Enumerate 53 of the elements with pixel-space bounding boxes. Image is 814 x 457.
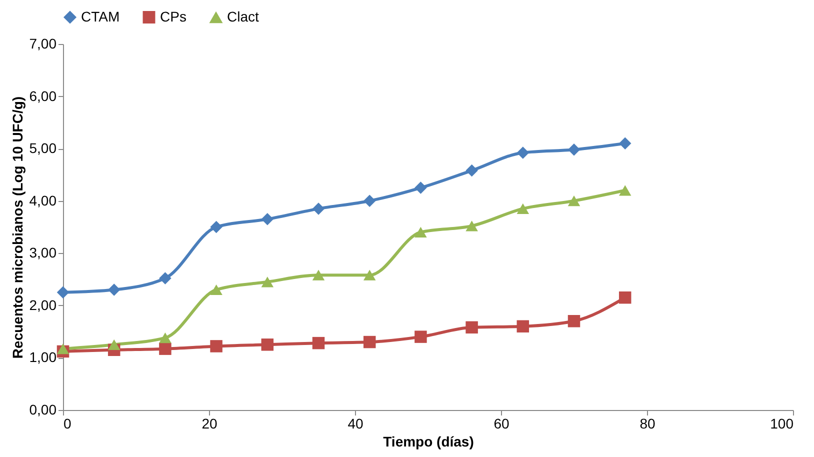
y-axis-title: Recuentos microbianos (Log 10 UFC/g) — [9, 96, 26, 359]
x-tick-label: 80 — [640, 416, 656, 432]
point — [210, 284, 222, 296]
point — [56, 286, 70, 298]
x-tick-label: 60 — [494, 416, 510, 432]
point — [363, 336, 376, 348]
point — [108, 339, 120, 350]
point — [261, 276, 274, 288]
legend-label: CPs — [160, 8, 186, 24]
point — [363, 270, 376, 280]
point — [414, 226, 427, 238]
y-tick-label: 3,00 — [29, 244, 57, 261]
y-tick-label: 5,00 — [29, 140, 57, 156]
point — [618, 185, 632, 196]
y-tick-label: 4,00 — [29, 192, 57, 208]
y-tick-label: 1,00 — [29, 349, 57, 366]
y-tick-label: 2,00 — [29, 296, 57, 313]
point — [568, 143, 580, 156]
point — [159, 332, 172, 344]
point — [466, 321, 478, 334]
point — [159, 342, 172, 355]
x-tick-label: 0 — [64, 416, 72, 432]
x-tick-label: 100 — [770, 416, 794, 432]
point — [516, 203, 530, 214]
point — [466, 164, 478, 177]
point — [516, 146, 530, 159]
y-tick-label: 0,00 — [29, 402, 57, 418]
point — [312, 270, 325, 280]
point — [414, 182, 427, 194]
legend-label: Clact — [227, 8, 260, 25]
legend-label: CTAM — [81, 8, 120, 24]
y-tick-label: 6,00 — [29, 88, 57, 104]
point — [56, 344, 70, 354]
point — [568, 314, 580, 328]
point — [261, 213, 274, 226]
point — [466, 220, 478, 232]
point — [618, 291, 632, 304]
point — [312, 202, 325, 215]
point — [159, 272, 172, 284]
point — [516, 320, 530, 332]
point — [210, 340, 222, 352]
point — [210, 220, 222, 234]
point — [108, 284, 120, 296]
x-tick-label: 40 — [348, 416, 364, 432]
x-tick-label: 20 — [202, 416, 218, 432]
point — [568, 196, 580, 206]
point — [618, 137, 632, 150]
point — [261, 338, 274, 351]
y-tick-label: 7,00 — [29, 36, 57, 52]
point — [363, 194, 376, 207]
point — [414, 330, 427, 343]
x-axis-title: Tiempo (días) — [383, 434, 474, 450]
point — [312, 336, 325, 350]
